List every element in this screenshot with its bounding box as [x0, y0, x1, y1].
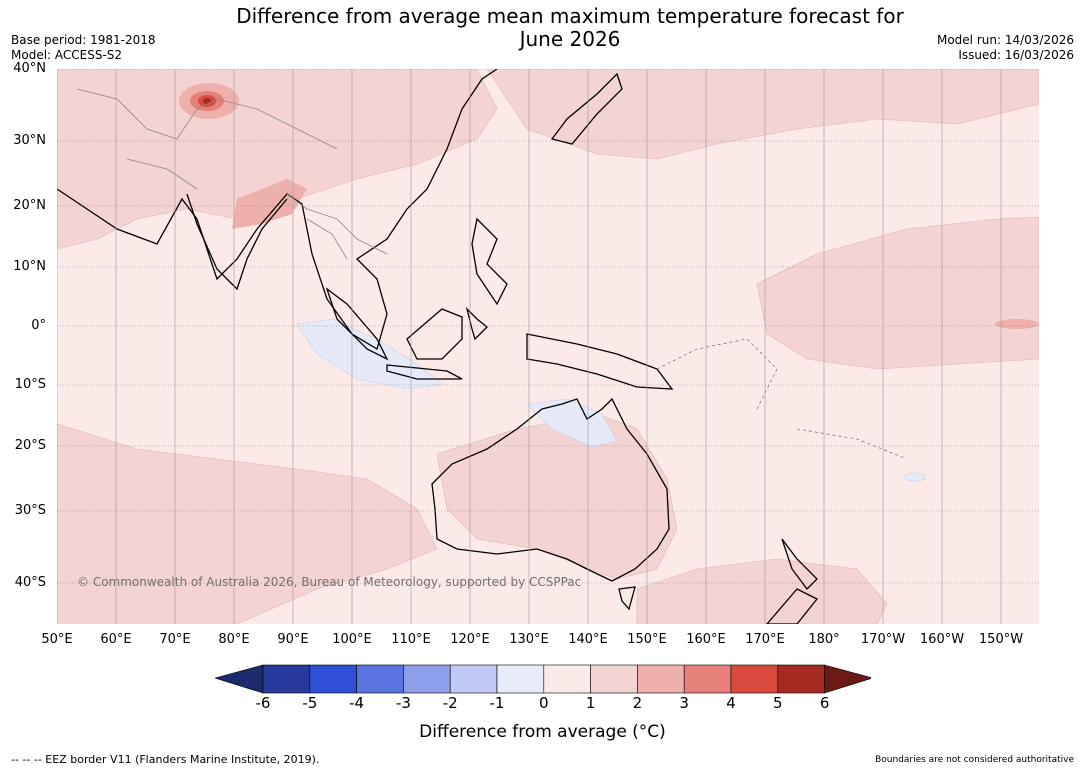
longitude-label: 120°E [450, 632, 490, 647]
longitude-label: 160°W [919, 632, 965, 647]
longitude-label: 130°E [509, 632, 549, 647]
longitude-label: 160°E [686, 632, 726, 647]
eez-borders [656, 338, 908, 460]
asia-coastline [57, 69, 498, 350]
colorbar-label: Difference from average (°C) [419, 722, 666, 742]
eez-legend: -- -- -- EEZ border V11 (Flanders Marine… [11, 753, 320, 766]
strong-warm-anomalies [179, 83, 1039, 329]
longitude-label: 180° [808, 632, 840, 647]
new-zealand-south-coastline [766, 588, 819, 624]
colorbar-cells [215, 664, 871, 694]
anomaly-1-2-regions [57, 69, 1039, 624]
southern-indian-warm-region [57, 423, 438, 624]
east-pacific-warm-region [756, 216, 1039, 370]
title-line-1: Difference from average mean maximum tem… [236, 4, 904, 28]
longitude-label: 70°E [159, 632, 191, 647]
map-title: Difference from average mean maximum tem… [170, 5, 970, 51]
latitude-label: 10°S [14, 377, 46, 392]
borneo-coastline [406, 308, 463, 360]
latitude-label: 30°S [14, 503, 46, 518]
longitude-label: 80°E [218, 632, 250, 647]
issued-date: Issued: 16/03/2026 [958, 48, 1074, 62]
longitude-label: 50°E [41, 632, 73, 647]
gulf-carpentaria-cool-region [526, 398, 618, 448]
latitude-label: 30°N [13, 133, 46, 148]
title-line-2: June 2026 [519, 27, 621, 51]
latitude-label: 20°N [13, 198, 46, 213]
country-borders [76, 88, 388, 260]
colorbar-under-arrow [215, 664, 264, 694]
cool-anomaly-regions [296, 318, 927, 482]
longitude-label: 110°E [391, 632, 431, 647]
indian-ocean-cool-region [296, 318, 443, 390]
colorbar-cell [356, 664, 404, 694]
disclaimer: Boundaries are not considered authoritat… [875, 755, 1074, 765]
colorbar-tick-label: -4 [349, 694, 365, 712]
colorbar [215, 664, 871, 694]
colorbar-cell [403, 664, 451, 694]
colorbar-cell [262, 664, 311, 694]
colorbar-tick-label: 2 [632, 694, 643, 712]
longitude-label: 150°W [978, 632, 1024, 647]
colorbar-cell [496, 664, 545, 694]
japan-coastline [550, 72, 623, 145]
colorbar-cell [683, 664, 732, 694]
tasmania-coastline [618, 586, 636, 611]
colorbar-cell [777, 664, 825, 694]
india-coastline [186, 193, 288, 291]
latitude-label: 40°S [14, 575, 46, 590]
tasman-warm-region [636, 558, 888, 624]
copyright-notice: © Commonwealth of Australia 2026, Bureau… [77, 575, 582, 589]
sulawesi-coastline [465, 306, 488, 341]
colorbar-cell [543, 664, 591, 694]
forecast-map[interactable] [57, 69, 1039, 624]
colorbar-tick-label: -3 [395, 694, 411, 712]
colorbar-tick-label: -2 [442, 694, 458, 712]
longitude-label: 60°E [100, 632, 132, 647]
pacific-cool-spot [903, 472, 927, 482]
colorbar-cell [637, 664, 685, 694]
colorbar-cell [730, 664, 779, 694]
coastlines [57, 69, 819, 624]
colorbar-tick-label: -6 [255, 694, 271, 712]
longitude-label: 90°E [277, 632, 309, 647]
colorbar-cell [449, 664, 498, 694]
himalaya-warm-5-6 [203, 98, 211, 104]
latitude-label: 40°N [13, 61, 46, 76]
colorbar-tick-label: 3 [679, 694, 689, 712]
java-coastline [386, 364, 463, 380]
colorbar-tick-label: 5 [773, 694, 783, 712]
philippines-coastline [471, 217, 508, 306]
model-name: Model: ACCESS-S2 [11, 48, 123, 62]
graticule [57, 69, 1039, 624]
colorbar-cell [309, 664, 357, 694]
colorbar-tick-label: 0 [539, 694, 549, 712]
new-guinea-coastline [526, 333, 674, 390]
colorbar-cell [590, 664, 638, 694]
longitude-label: 170°E [745, 632, 785, 647]
longitude-label: 140°E [568, 632, 608, 647]
model-run: Model run: 14/03/2026 [936, 33, 1074, 47]
pacific-warm-spot [995, 319, 1039, 329]
colorbar-tick-label: -5 [302, 694, 318, 712]
colorbar-tick-label: 6 [819, 694, 830, 712]
longitude-label: 170°W [860, 632, 906, 647]
colorbar-tick-label: 4 [726, 694, 736, 712]
base-period: Base period: 1981-2018 [11, 33, 156, 47]
latitude-label: 0° [31, 318, 46, 333]
colorbar-over-arrow [824, 664, 871, 694]
india-warm-2-3 [232, 179, 307, 229]
latitude-label: 20°S [14, 438, 46, 453]
sumatra-coastline [325, 287, 389, 361]
north-pacific-warm-region [486, 69, 1039, 160]
australia-coastline [431, 397, 670, 582]
longitude-label: 150°E [627, 632, 667, 647]
colorbar-tick-label: -1 [489, 694, 505, 712]
longitude-label: 100°E [332, 632, 372, 647]
colorbar-tick-label: 1 [585, 694, 596, 712]
metadata-right: Model run: 14/03/2026 Issued: 16/03/2026 [937, 33, 1074, 63]
metadata-left: Base period: 1981-2018 Model: ACCESS-S2 [11, 33, 156, 63]
new-zealand-north-coastline [781, 538, 818, 590]
latitude-label: 10°N [13, 259, 46, 274]
